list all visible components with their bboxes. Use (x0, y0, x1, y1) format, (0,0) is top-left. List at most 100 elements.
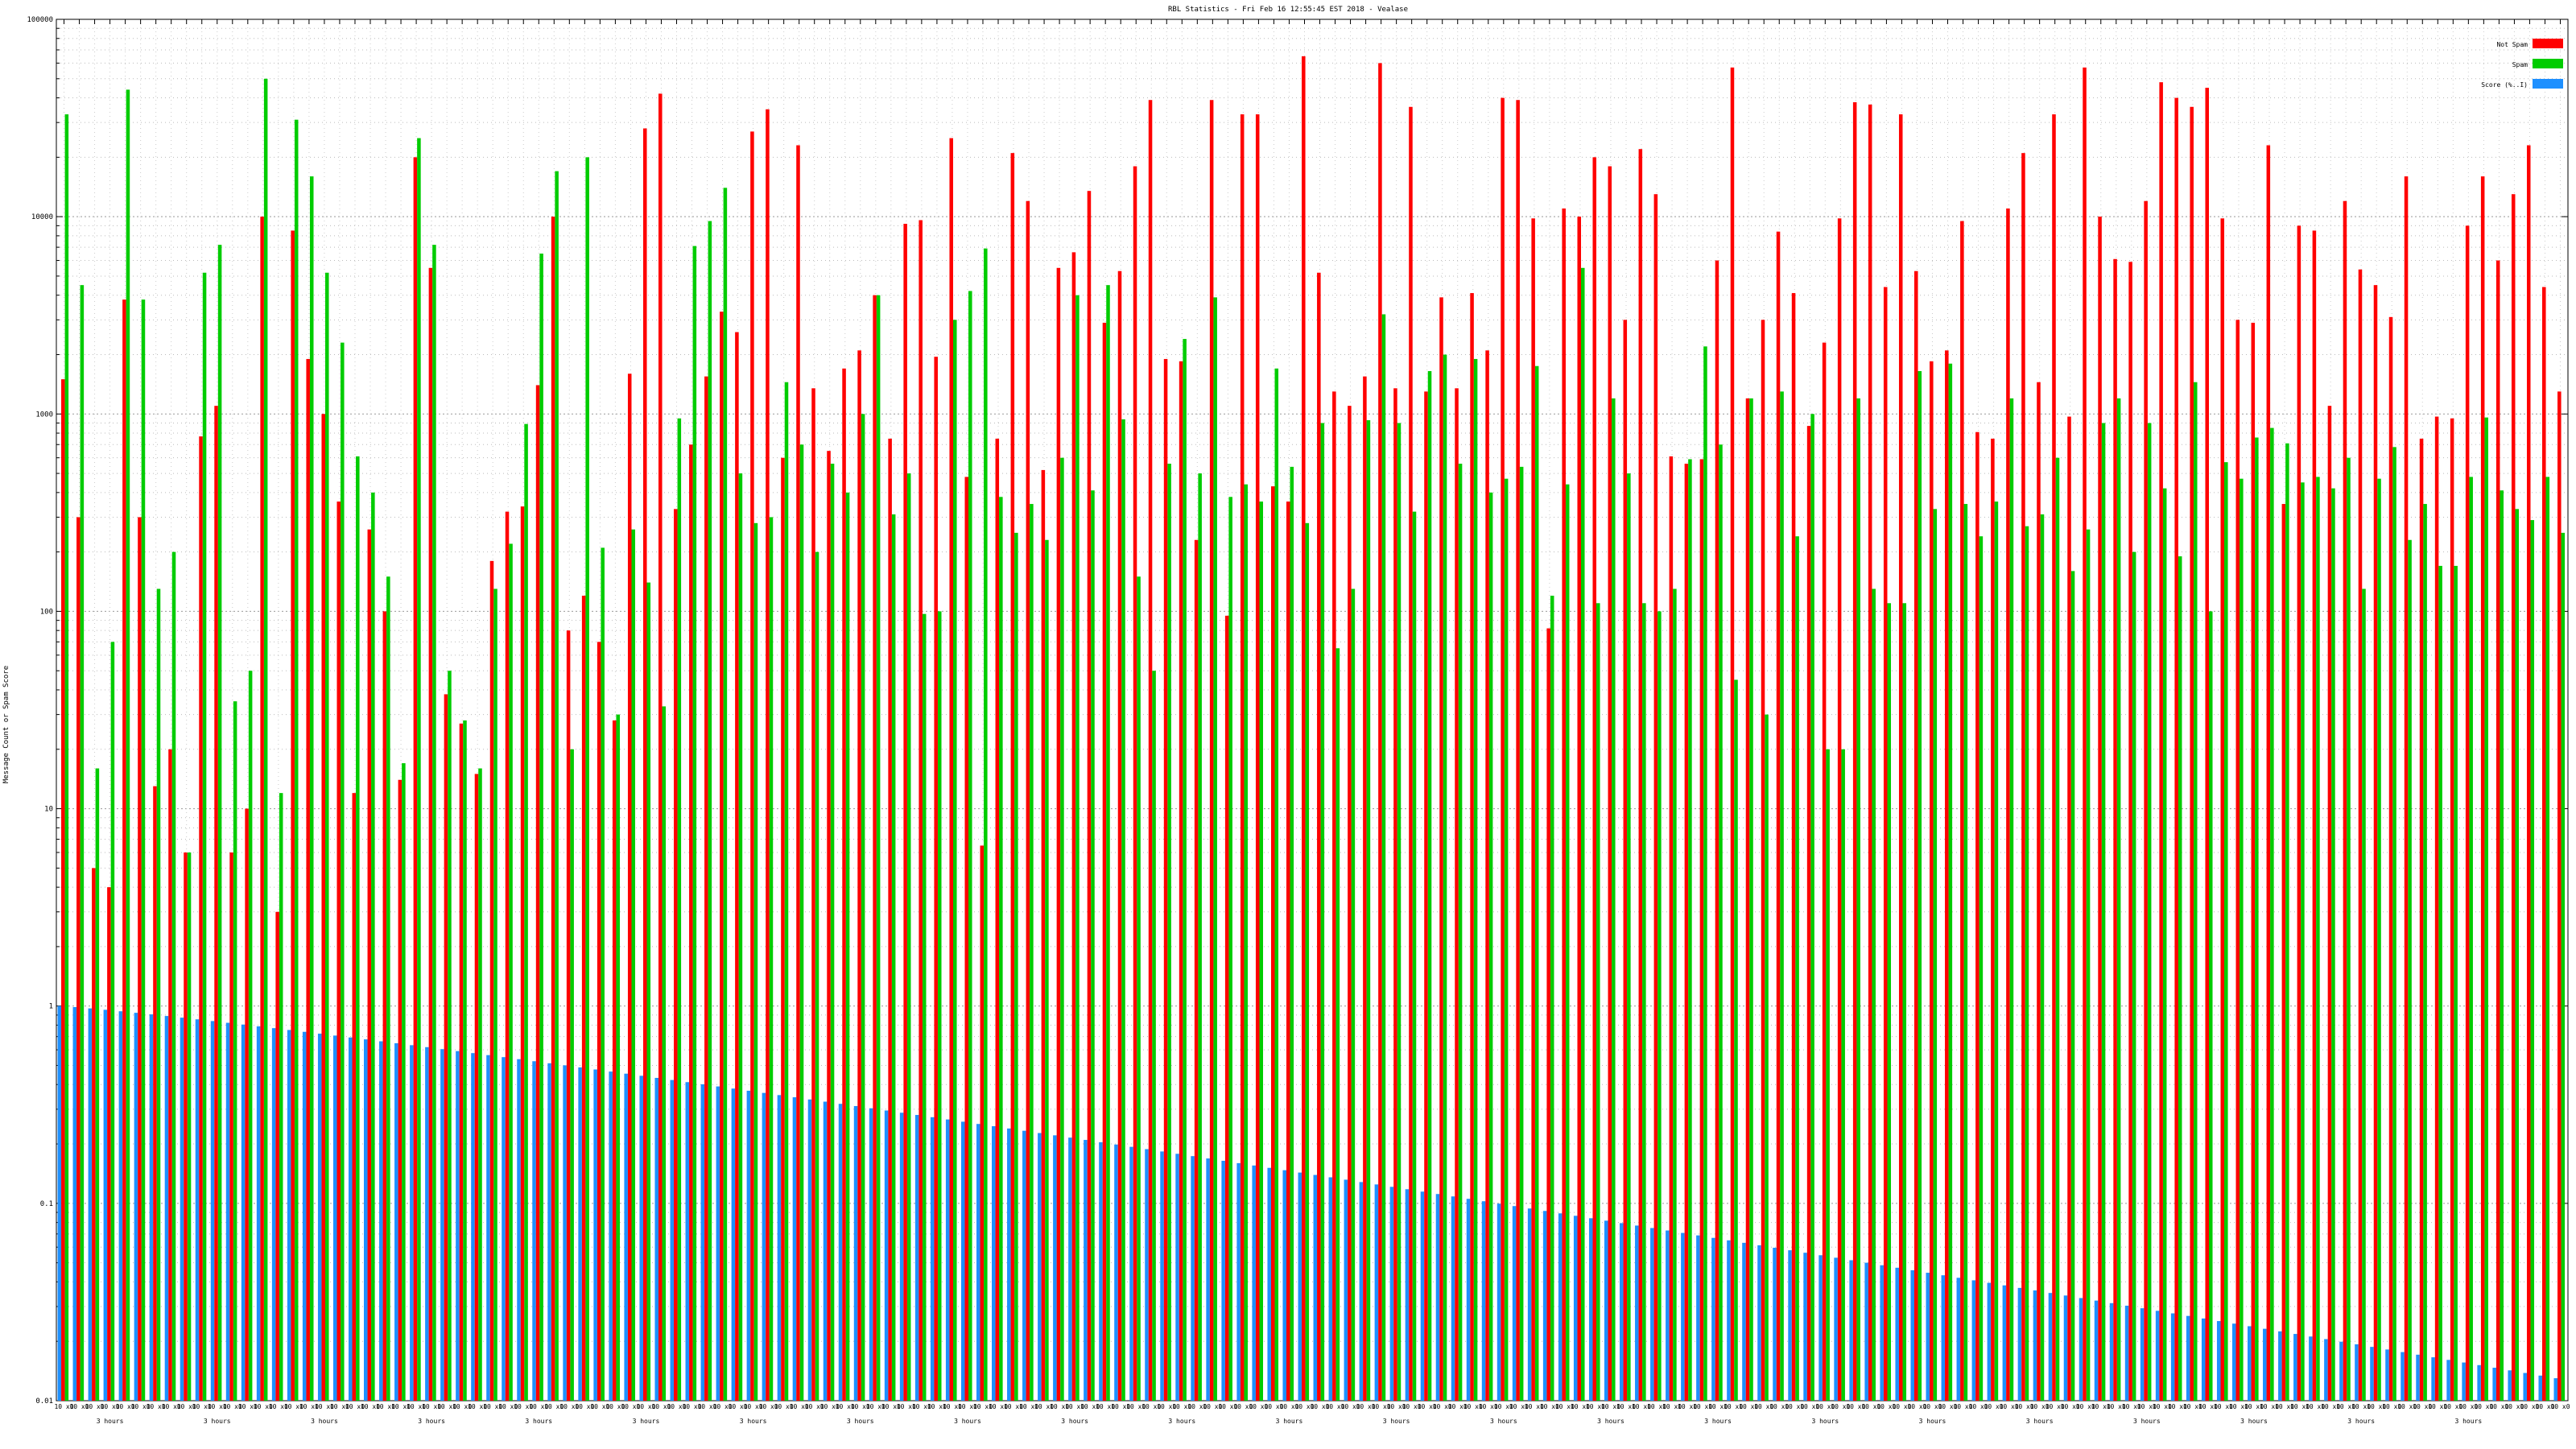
bar-spam (1780, 391, 1784, 1402)
x-tick-label: 10 x0 (2443, 1403, 2462, 1410)
bar-spam (1872, 588, 1876, 1401)
x-tick-label: 10 x0 (223, 1403, 242, 1410)
bar-score (1206, 1158, 1210, 1401)
bar-spam (1856, 398, 1860, 1401)
bar-not-spam (1363, 376, 1367, 1402)
bar-spam (417, 138, 421, 1402)
bar-not-spam (2144, 200, 2148, 1401)
x-tick-label: 10 x0 (774, 1403, 794, 1410)
bar-spam (1642, 603, 1646, 1401)
bar-spam (1810, 414, 1814, 1402)
bar-spam (1933, 509, 1938, 1401)
bar-spam (2132, 551, 2136, 1401)
bar-not-spam (1393, 388, 1397, 1401)
bar-score (1910, 1269, 1915, 1401)
bar-not-spam (199, 436, 203, 1401)
bar-not-spam (919, 220, 923, 1401)
bar-not-spam (1960, 221, 1964, 1401)
bar-not-spam (2128, 262, 2132, 1401)
x-tick-label: 10 x0 (2290, 1403, 2310, 1410)
bar-spam (80, 285, 85, 1402)
bar-spam (769, 517, 774, 1401)
bar-not-spam (1868, 104, 1872, 1401)
x-tick-label: 10 x0 (2137, 1403, 2157, 1410)
x-tick-label: 10 x0 (498, 1403, 518, 1410)
bars (57, 56, 2566, 1402)
bar-not-spam (184, 852, 188, 1401)
bar-score (2508, 1370, 2512, 1401)
y-tick-label: 1 (49, 1003, 53, 1011)
x-tick-label: 10 x0 (437, 1403, 456, 1410)
bar-spam (2255, 437, 2259, 1401)
bar-spam (2162, 488, 2167, 1401)
bar-spam (1397, 423, 1402, 1401)
bar-score (2492, 1368, 2496, 1401)
x-tick-label: 10 x0 (667, 1403, 686, 1410)
x-tick-label: 10 x0 (1264, 1403, 1283, 1410)
x-tick-label: 10 x0 (2428, 1403, 2447, 1410)
bar-not-spam (2373, 285, 2378, 1402)
bar-score (1864, 1262, 1868, 1401)
bar-spam (1305, 522, 1310, 1401)
bar-spam (95, 768, 100, 1401)
bar-not-spam (1409, 106, 1413, 1401)
y-tick-label: 10000 (31, 213, 53, 221)
x-tick-label: 10 x0 (2061, 1403, 2080, 1410)
bar-score (2201, 1318, 2206, 1401)
bar-score (2231, 1323, 2236, 1401)
bar-not-spam (2235, 320, 2240, 1401)
bar-not-spam (1653, 194, 1658, 1402)
x-tick-label: 10 x0 (682, 1403, 701, 1410)
x-tick-label: 10 x0 (1172, 1403, 1191, 1410)
bar-spam (677, 418, 682, 1402)
x-tick-label: 10 x0 (897, 1403, 916, 1410)
x-tick-label: 10 x0 (269, 1403, 288, 1410)
bar-score (1635, 1225, 1639, 1401)
bar-score (685, 1082, 690, 1401)
bar-spam (1259, 502, 1264, 1402)
bar-not-spam (2388, 316, 2393, 1401)
x-tick-label: 10 x0 (1678, 1403, 1697, 1410)
bar-not-spam (1010, 153, 1015, 1402)
bar-score (1053, 1135, 1057, 1401)
bar-not-spam (1041, 469, 1046, 1401)
bar-spam (984, 248, 988, 1402)
x-tick-label: 10 x0 (1769, 1403, 1789, 1410)
bar-spam (187, 852, 192, 1401)
x-tick-label: 10 x0 (1571, 1403, 1590, 1410)
x-tick-label: 10 x0 (1739, 1403, 1758, 1410)
bar-score (271, 1028, 276, 1401)
x-tick-label: 3 hours (1061, 1418, 1088, 1425)
bar-score (134, 1013, 138, 1401)
bar-spam (2545, 477, 2550, 1401)
bar-not-spam (597, 642, 601, 1401)
bar-spam (692, 246, 697, 1401)
bar-not-spam (1761, 320, 1765, 1401)
x-tick-label: 10 x0 (1433, 1403, 1452, 1410)
bar-spam (341, 342, 345, 1401)
x-tick-label: 10 x0 (299, 1403, 319, 1410)
bar-score (2462, 1362, 2466, 1401)
x-tick-label: 10 x0 (820, 1403, 840, 1410)
bar-spam (2331, 488, 2335, 1401)
bar-not-spam (168, 749, 172, 1401)
bar-score (2048, 1293, 2053, 1401)
bar-not-spam (1516, 100, 1520, 1402)
x-tick-label: 10 x0 (330, 1403, 349, 1410)
bar-spam (1657, 611, 1662, 1401)
bar-score (471, 1053, 475, 1401)
bar-spam (2347, 457, 2351, 1401)
bar-spam (1795, 536, 1799, 1402)
bar-not-spam (857, 350, 861, 1402)
bar-not-spam (1592, 157, 1597, 1401)
bar-score (1221, 1160, 1225, 1401)
x-tick-label: 10 x0 (1218, 1403, 1237, 1410)
bar-spam (1075, 295, 1080, 1401)
bar-score (792, 1097, 797, 1401)
bar-spam (1688, 459, 1692, 1401)
bar-score (2401, 1352, 2405, 1401)
bar-score (823, 1101, 828, 1401)
bar-score (1803, 1253, 1807, 1401)
bar-score (195, 1019, 200, 1401)
bar-score (1527, 1208, 1532, 1401)
